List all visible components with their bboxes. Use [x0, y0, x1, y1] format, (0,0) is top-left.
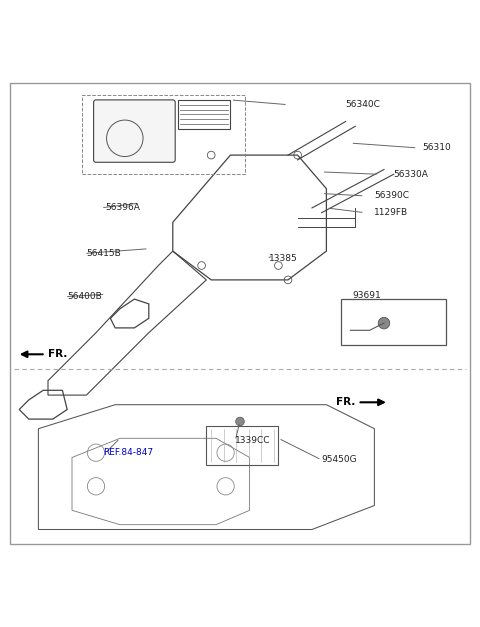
Circle shape — [236, 417, 244, 426]
Text: 95450G: 95450G — [322, 455, 357, 465]
Text: 56400B: 56400B — [67, 292, 102, 301]
Text: 93691: 93691 — [353, 291, 382, 300]
Text: 56396A: 56396A — [106, 203, 141, 213]
Text: FR.: FR. — [48, 349, 67, 359]
Text: 56390C: 56390C — [374, 191, 409, 201]
Text: 56415B: 56415B — [86, 249, 121, 258]
Text: 56310: 56310 — [422, 144, 451, 152]
Text: 56330A: 56330A — [394, 170, 429, 179]
FancyBboxPatch shape — [94, 100, 175, 162]
Text: FR.: FR. — [336, 397, 355, 407]
Text: REF.84-847: REF.84-847 — [103, 448, 153, 457]
Text: 13385: 13385 — [269, 254, 298, 263]
Bar — [341, 299, 446, 345]
Text: 1339CC: 1339CC — [235, 436, 271, 445]
Text: 1129FB: 1129FB — [374, 208, 408, 217]
Text: 56340C: 56340C — [346, 100, 381, 109]
Circle shape — [378, 317, 390, 329]
